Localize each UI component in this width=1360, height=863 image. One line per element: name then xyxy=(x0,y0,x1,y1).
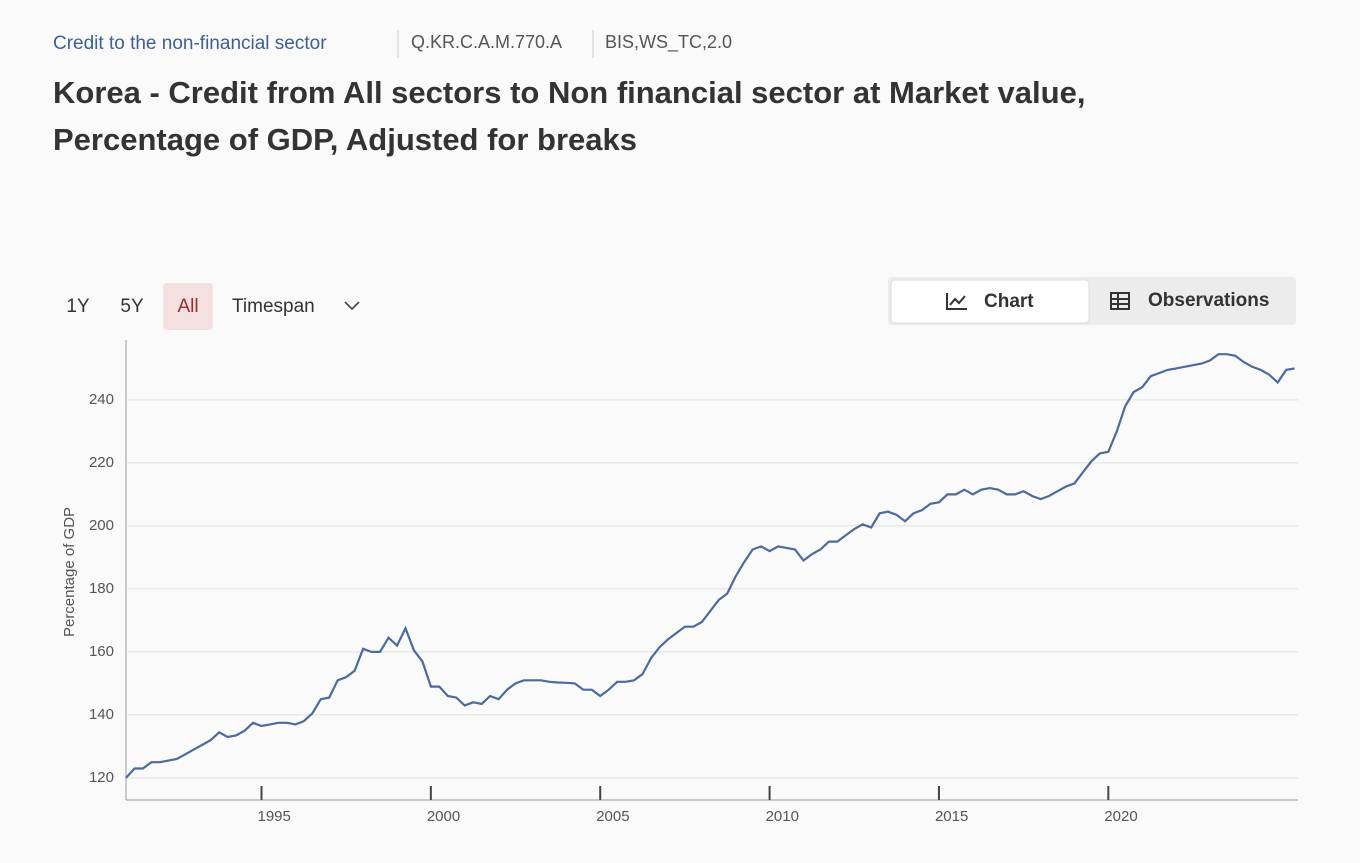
chevron xyxy=(344,301,360,311)
y-tick-label: 120 xyxy=(89,769,114,786)
x-tick-label: 2015 xyxy=(935,808,968,825)
y-tick-label: 220 xyxy=(89,454,114,471)
breadcrumb[interactable]: Credit to the non-financial sector xyxy=(53,33,327,54)
view-tab[interactable]: Observations xyxy=(1148,290,1269,311)
title: Percentage of GDP, Adjusted for breaks xyxy=(53,122,637,157)
y-tick-label: 160 xyxy=(89,643,114,660)
y-tick-label: 140 xyxy=(89,706,114,723)
range-button[interactable]: All xyxy=(177,296,198,317)
chart-icon xyxy=(946,293,967,310)
y-tick-label: 200 xyxy=(89,517,114,534)
data-line xyxy=(125,353,1295,779)
y-tick-label: 180 xyxy=(89,580,114,597)
range-button[interactable]: 5Y xyxy=(120,296,144,317)
timespan-dropdown[interactable]: Timespan xyxy=(232,296,315,317)
x-tick-label: 2005 xyxy=(596,808,629,825)
range-button[interactable]: 1Y xyxy=(66,296,90,317)
series-code: Q.KR.C.A.M.770.A xyxy=(411,32,562,52)
y-axis-label: Percentage of GDP xyxy=(61,507,78,637)
view-tab[interactable]: Chart xyxy=(984,291,1034,312)
table-icon xyxy=(1110,292,1130,310)
y-tick-label: 240 xyxy=(89,391,114,408)
x-tick-label: 1995 xyxy=(257,808,290,825)
dataflow: BIS,WS_TC,2.0 xyxy=(605,32,732,53)
range-selected-bg xyxy=(163,283,213,330)
chart-tab-bg xyxy=(890,279,1090,324)
x-tick-label: 2000 xyxy=(427,808,460,825)
x-tick-label: 2010 xyxy=(766,808,799,825)
x-tick-label: 2020 xyxy=(1104,808,1137,825)
title: Korea - Credit from All sectors to Non f… xyxy=(53,75,1085,110)
